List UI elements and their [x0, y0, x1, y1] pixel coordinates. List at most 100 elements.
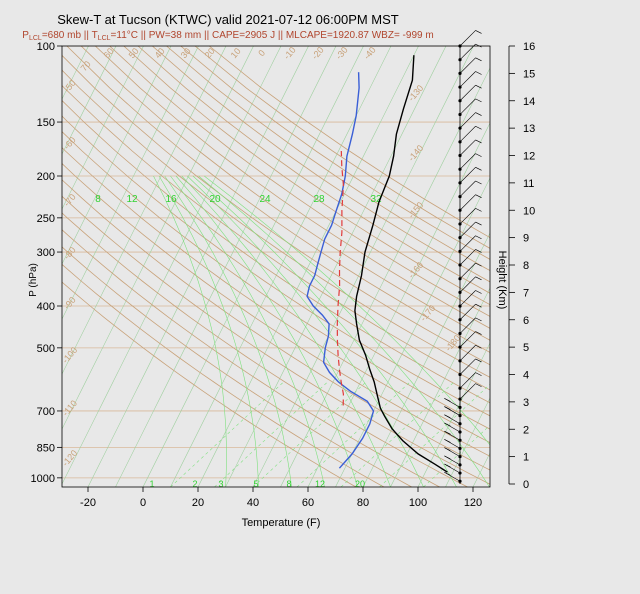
dry-adiabat-label: -90 [62, 295, 78, 311]
wind-barb [459, 303, 476, 320]
wind-barb-feather [444, 406, 451, 410]
dry-adiabat-line [208, 46, 490, 239]
wind-barb-feather [444, 463, 451, 468]
height-tick-label: 7 [523, 287, 529, 299]
height-tick-label: 9 [523, 233, 529, 245]
height-tick-label: 13 [523, 123, 535, 135]
x-tick-label: 40 [247, 497, 259, 509]
wind-barb-feather [475, 276, 482, 281]
chart-title: Skew-T at Tucson (KTWC) valid 2021-07-12… [57, 12, 399, 27]
x-tick-label: 80 [357, 497, 369, 509]
dry-adiabat-line [62, 69, 490, 378]
wind-barb [459, 317, 476, 334]
wind-barb-feather [475, 43, 482, 48]
dry-adiabat-label: -10 [282, 45, 298, 61]
y-tick-label: 500 [37, 343, 55, 355]
wind-barb-feather [475, 125, 482, 130]
isotherm-line [62, 46, 172, 265]
isotherm-line [87, 46, 309, 487]
dry-adiabat-label: 50 [127, 46, 141, 60]
wind-barb-feather [475, 30, 482, 34]
dry-adiabat-label: 10 [229, 46, 243, 60]
wind-barb-feather [475, 317, 482, 322]
moist-adiabat-line [187, 175, 424, 487]
wind-barb-feather [444, 471, 451, 476]
isotherm-line [62, 46, 227, 375]
dry-adiabat-line [62, 246, 412, 487]
dry-adiabat-line [66, 46, 490, 353]
wind-barb-feather [475, 167, 482, 171]
height-tick-label: 10 [523, 205, 535, 217]
wind-barb [459, 112, 476, 129]
chart-subtitle: PLCL=680 mb || TLCL=11°C || PW=38 mm || … [22, 30, 433, 42]
wind-barb [459, 262, 476, 279]
dewpoint-line [306, 72, 375, 469]
y-tick-label: 1000 [31, 473, 55, 485]
wind-barb [459, 208, 476, 225]
wind-barb-feather [475, 235, 482, 240]
wind-barb [459, 221, 476, 238]
isotherm-line [62, 46, 117, 155]
mixing-ratio-line [214, 381, 328, 487]
dry-adiabat-label: -50 [62, 78, 78, 94]
wind-profile [444, 30, 482, 484]
isotherm-line [362, 232, 490, 487]
dry-adiabat-line [62, 131, 490, 430]
dry-adiabat-label: -110 [60, 398, 79, 418]
moist-adiabat-line [181, 175, 391, 487]
y-tick-label: 700 [37, 406, 55, 418]
isotherm-line [0, 46, 6, 487]
y-tick-label: 250 [37, 213, 55, 225]
dry-adiabat-label: 60 [102, 46, 116, 60]
dry-adiabat-line [62, 163, 490, 457]
isotherm-line [62, 46, 254, 430]
wind-barb [459, 358, 476, 375]
dry-adiabat-label: -30 [334, 45, 350, 61]
wind-barb [459, 71, 476, 88]
parcel-line [336, 150, 345, 406]
isotherm-line [62, 46, 199, 320]
height-tick-label: 14 [523, 96, 535, 108]
series-layer [306, 55, 448, 473]
moist-adiabat-label: 12 [126, 194, 138, 205]
moist-adiabat-label: 32 [370, 194, 382, 205]
mixing-ratio-label: 5 [253, 479, 258, 489]
x-tick-label: 120 [464, 497, 482, 509]
dry-adiabat-line [62, 195, 490, 485]
moist-adiabat-line [192, 175, 457, 487]
dry-adiabat-line [62, 85, 490, 391]
wind-barb-feather [444, 414, 451, 419]
dry-adiabat-line [95, 46, 490, 329]
wind-barb-feather [475, 262, 482, 267]
subtitle-sub-2: LCL [98, 35, 111, 42]
wind-barb-feather [444, 455, 451, 460]
moist-adiabat-label: 20 [209, 194, 221, 205]
dry-adiabat-label: -40 [362, 45, 378, 61]
mixing-ratio-label: 8 [286, 479, 291, 489]
wind-barb-feather [444, 447, 451, 451]
dry-adiabat-label: 70 [79, 59, 93, 73]
y-tick-label: 300 [37, 247, 55, 259]
wind-barb [459, 249, 476, 266]
moist-adiabat-line [170, 175, 325, 487]
mixing-ratio-label: 1 [149, 479, 154, 489]
wind-barb [459, 290, 476, 307]
wind-barb [459, 235, 476, 252]
dry-adiabat-line [194, 46, 490, 249]
moist-adiabat-line [158, 175, 259, 487]
dry-adiabat-line [109, 46, 490, 317]
wind-barb [459, 30, 476, 47]
x-axis-label: Temperature (F) [242, 517, 321, 529]
height-tick-label: 4 [523, 370, 529, 382]
wind-barb-feather [444, 439, 451, 443]
dry-adiabat-label: -20 [310, 45, 326, 61]
dry-adiabat-label: 40 [153, 46, 167, 60]
dry-adiabat-line [137, 46, 490, 294]
moist-adiabat-label: 8 [95, 194, 101, 205]
moist-adiabat-label: 28 [313, 194, 325, 205]
mixing-ratio-label: 20 [355, 479, 365, 489]
dry-adiabat-label: -120 [60, 448, 79, 468]
y-tick-label: 100 [37, 41, 55, 53]
dry-adiabat-line [180, 46, 490, 260]
